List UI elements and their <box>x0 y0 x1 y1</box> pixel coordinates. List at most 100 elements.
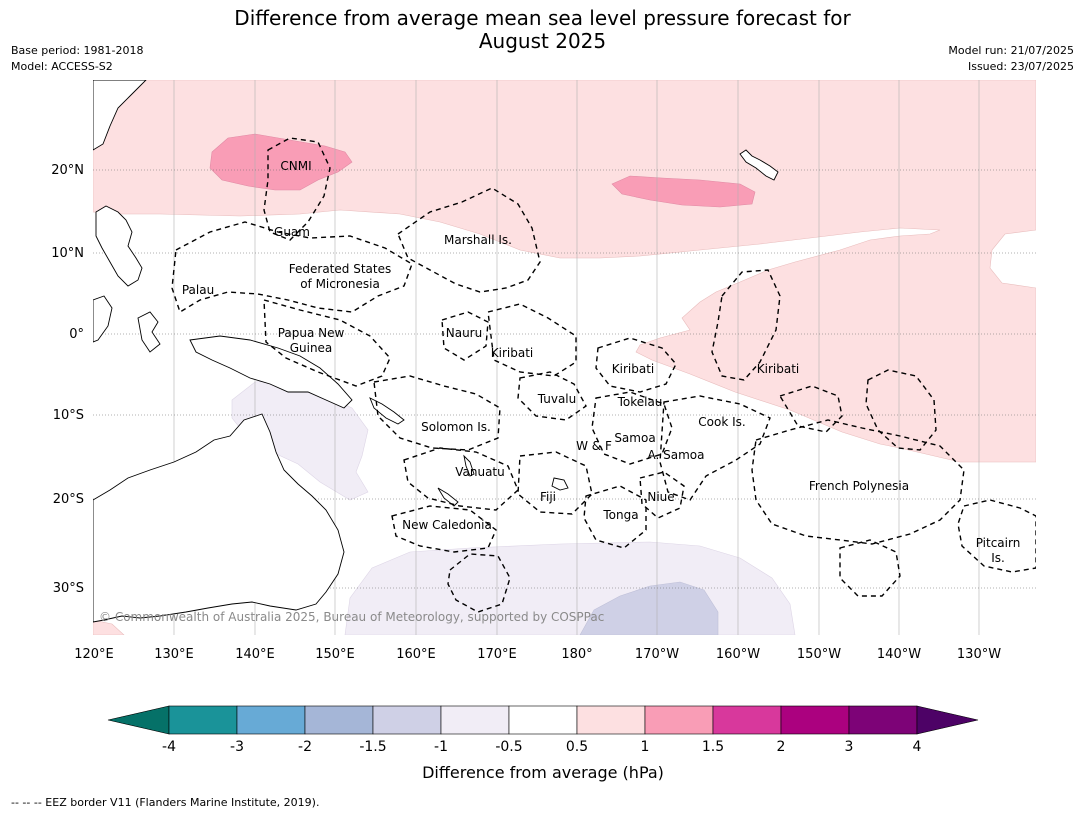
label-cook-islands: Cook Is. <box>698 415 745 429</box>
model-run: Model run: 21/07/2025 <box>948 44 1074 57</box>
label-niue: Niue <box>647 490 674 504</box>
hawaii <box>739 149 779 181</box>
meta-right: Model run: 21/07/2025 Issued: 23/07/2025 <box>948 43 1074 75</box>
colorbar-tick-label: 3 <box>845 739 854 755</box>
eez-nauru-kiribati <box>441 311 489 361</box>
colorbar-cell <box>576 705 646 735</box>
coastlines <box>93 80 779 623</box>
eez-tonga <box>583 485 647 549</box>
philippines <box>95 205 143 287</box>
meta-left: Base period: 1981-2018 Model: ACCESS-S2 <box>11 43 143 75</box>
y-tick-0: 0° <box>69 327 84 342</box>
x-tick-150W: 150°W <box>797 647 841 662</box>
latitude-lines <box>93 169 1036 589</box>
colorbar-cells <box>168 705 918 735</box>
colorbar-tick-label: -1.5 <box>359 739 386 755</box>
eez-footnote: -- -- -- EEZ border V11 (Flanders Marine… <box>11 796 320 809</box>
x-tick-160E: 160°E <box>396 647 436 662</box>
eez-borders <box>171 137 1036 613</box>
issued-date: Issued: 23/07/2025 <box>967 60 1074 73</box>
eez-cook <box>659 395 771 501</box>
x-tick-140E: 140°E <box>235 647 275 662</box>
x-tick-130W: 130°W <box>957 647 1001 662</box>
colorbar-tick-label: -0.5 <box>495 739 522 755</box>
label-solomon-islands: Solomon Is. <box>421 420 491 434</box>
y-tick-30S: 30°S <box>53 581 84 596</box>
anomaly-region-0.5-1-sw-corner <box>93 619 125 635</box>
colorbar-cell <box>644 705 714 735</box>
copyright-notice: © Commonwealth of Australia 2025, Bureau… <box>99 610 604 624</box>
label-samoa: Samoa <box>614 431 655 445</box>
x-tick-170W: 170°W <box>635 647 679 662</box>
y-tick-10N: 10°N <box>51 246 84 261</box>
eez-new-caledonia <box>391 505 497 553</box>
label-cnmi: CNMI <box>280 159 311 173</box>
eez-line-islands <box>711 269 781 381</box>
x-tick-180: 180° <box>561 647 592 662</box>
colorbar-tick-label: 1.5 <box>702 739 724 755</box>
label-french-polynesia: French Polynesia <box>809 479 909 493</box>
eez-tuvalu <box>517 371 587 421</box>
title-line-1: Difference from average mean sea level p… <box>234 6 851 30</box>
borneo-sulawesi <box>93 295 113 343</box>
colorbar-cell <box>236 705 306 735</box>
label-fsm-line2: of Micronesia <box>300 277 380 291</box>
pressure-anomaly-map: CNMI Guam Marshall Is. Federated States … <box>51 80 1036 782</box>
fiji <box>551 477 569 491</box>
label-tokelau: Tokelau <box>617 395 663 409</box>
y-tick-20S: 20°S <box>53 492 84 507</box>
colorbar-cell <box>372 705 442 735</box>
x-tick-130E: 130°E <box>154 647 194 662</box>
eez-solomon <box>373 375 501 451</box>
base-period: Base period: 1981-2018 <box>11 44 144 57</box>
anomaly-region-1-1.5-central <box>611 175 756 208</box>
colorbar-cell <box>780 705 850 735</box>
eez-pitcairn <box>957 499 1036 573</box>
title-line-2: August 2025 <box>478 29 607 53</box>
colorbar-cell <box>712 705 782 735</box>
colorbar-tick-label: 0.5 <box>566 739 588 755</box>
colorbar: -4 -3 -2 -1.5 -1 -0.5 0.5 1 1.5 2 3 4 Difference fr… <box>107 705 979 782</box>
x-tick-150E: 150°E <box>315 647 355 662</box>
label-pitcairn-line1: Pitcairn <box>976 536 1021 550</box>
x-tick-170E: 170°E <box>477 647 517 662</box>
colorbar-min-arrow <box>107 705 170 735</box>
x-tick-160W: 160°W <box>716 647 760 662</box>
map-area: CNMI Guam Marshall Is. Federated States … <box>93 80 1036 635</box>
eez-png <box>263 299 391 387</box>
colorbar-tick-label: -2 <box>298 739 312 755</box>
eez-fiji <box>517 451 593 515</box>
colorbar-tick-label: -1 <box>434 739 448 755</box>
colorbar-max-arrow <box>916 705 979 735</box>
eez-kiribati-gilbert <box>487 303 577 377</box>
new-guinea <box>189 335 353 409</box>
vanuatu <box>463 454 475 477</box>
model-name: Model: ACCESS-S2 <box>11 60 113 73</box>
y-tick-10S: 10°S <box>53 408 84 423</box>
label-kiribati-central: Kiribati <box>612 362 654 376</box>
colorbar-title: Difference from average (hPa) <box>422 763 664 782</box>
y-axis-labels: 20°N 10°N 0° 10°S 20°S 30°S <box>51 163 84 596</box>
label-png-line2: Guinea <box>290 341 333 355</box>
anomaly-region-neg1-neg1.5 <box>579 581 719 635</box>
label-pitcairn-line2: Is. <box>991 551 1005 565</box>
eez-french-polynesia <box>751 419 965 545</box>
colorbar-tick-label: -4 <box>162 739 176 755</box>
label-american-samoa: A. Samoa <box>648 448 705 462</box>
eez-tokelau-samoa <box>591 391 673 465</box>
x-axis-labels: 120°E 130°E 140°E 150°E 160°E 170°E 180°… <box>74 647 1001 662</box>
colorbar-tick-label: 1 <box>641 739 650 755</box>
eez-fsm-palau <box>171 221 413 314</box>
solomon-islands <box>369 397 405 425</box>
colorbar-cell <box>508 705 578 735</box>
label-png-line1: Papua New <box>278 326 345 340</box>
colorbar-tick-labels: -4 -3 -2 -1.5 -1 -0.5 0.5 1 1.5 2 3 4 <box>162 739 922 755</box>
label-kiribati-east: Kiribati <box>757 362 799 376</box>
label-palau: Palau <box>182 283 214 297</box>
colorbar-cell <box>440 705 510 735</box>
label-guam: Guam <box>274 225 310 239</box>
colorbar-tick-label: 2 <box>777 739 786 755</box>
sulawesi <box>137 311 161 353</box>
label-vanuatu: Vanuatu <box>455 465 505 479</box>
y-tick-20N: 20°N <box>51 163 84 178</box>
